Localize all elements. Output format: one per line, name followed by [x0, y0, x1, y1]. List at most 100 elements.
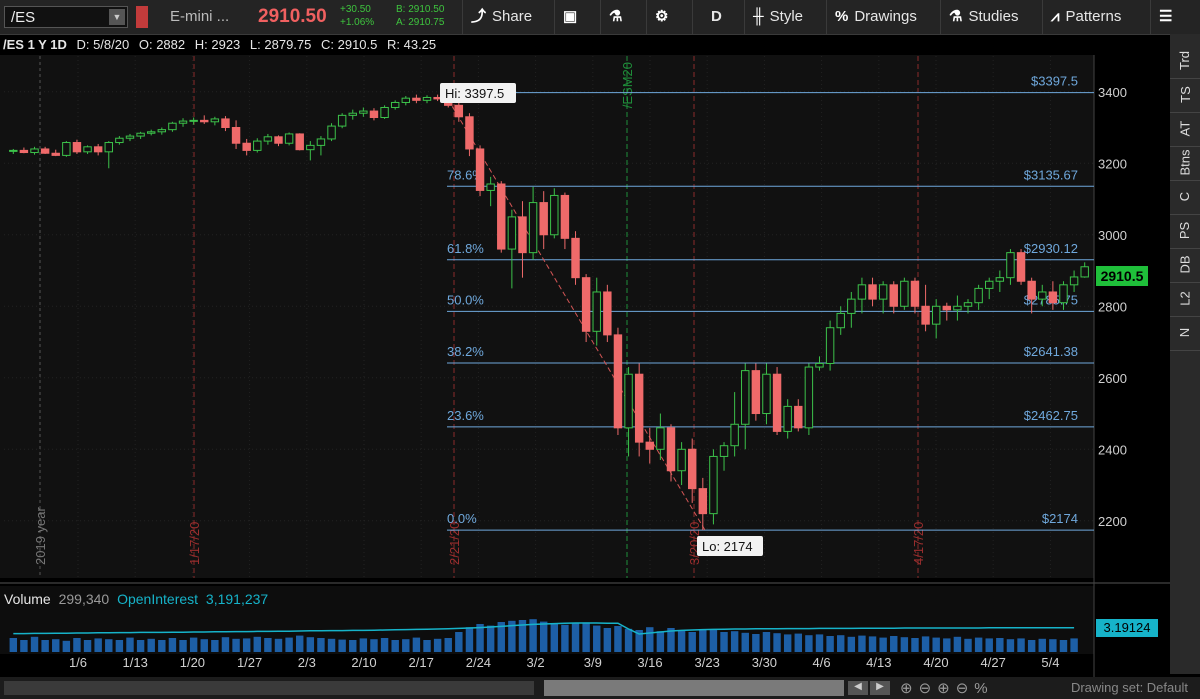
sidebar-item-ps[interactable]: PS	[1170, 212, 1200, 249]
candle-body	[1006, 252, 1015, 279]
patterns-button[interactable]: ⩘ Patterns	[1042, 0, 1150, 34]
studies-button[interactable]: ⚗ Studies	[940, 0, 1042, 34]
volume-bar	[730, 631, 739, 652]
link-color-flag[interactable]	[136, 6, 148, 28]
candle-body	[985, 280, 994, 289]
fib-percent-label: 61.8%	[447, 241, 484, 256]
volume-bar	[62, 640, 71, 652]
scroll-left-arrow-icon[interactable]: ◀	[848, 681, 868, 695]
volume-bar	[688, 632, 696, 652]
volume-bar	[943, 638, 951, 652]
share-button[interactable]: ⤴ Share	[462, 0, 554, 34]
candle-body	[327, 125, 336, 140]
volume-bar	[635, 630, 643, 652]
x-tick-label: 3/30	[752, 655, 777, 670]
style-button[interactable]: ╫ Style	[744, 0, 826, 34]
scroll-track-left[interactable]	[4, 681, 534, 695]
x-tick-label: 2/17	[409, 655, 434, 670]
drawing-set-status[interactable]: Drawing set: Default	[1070, 680, 1188, 695]
percent-icon: %	[835, 8, 849, 25]
volume-bar	[900, 637, 909, 652]
candle-body	[189, 119, 198, 122]
volume-bar	[327, 638, 336, 652]
candle-body	[677, 448, 686, 472]
candle-body	[337, 114, 347, 127]
volume-bar	[932, 637, 940, 652]
x-tick-label: 4/6	[813, 655, 831, 670]
volume-bar	[200, 639, 208, 652]
last-price-tag: 2910.5	[1096, 266, 1148, 286]
drawings-button[interactable]: % Drawings	[826, 0, 940, 34]
candle-body	[741, 370, 750, 425]
flask-button[interactable]: ⚗	[600, 0, 646, 34]
volume-bar	[752, 634, 760, 652]
sidebar-item-db[interactable]: DB	[1170, 246, 1200, 283]
candle-body	[115, 137, 124, 144]
sidebar-item-n[interactable]: N	[1170, 314, 1200, 351]
volume-bar	[953, 636, 962, 652]
scroll-right-arrow-icon[interactable]: ▶	[870, 681, 890, 695]
volume-bar	[783, 634, 792, 652]
sidebar-item-l2[interactable]: L2	[1170, 280, 1200, 317]
x-tick-label: 5/4	[1041, 655, 1059, 670]
candle-body	[942, 305, 952, 311]
sidebar-item-btns[interactable]: Btns	[1170, 144, 1200, 181]
price-axis-bg	[1094, 55, 1170, 578]
candle-body	[963, 302, 973, 307]
candle-body	[51, 152, 60, 156]
symbol-input[interactable]: /ES ▼	[4, 6, 128, 28]
volume-bar	[433, 638, 442, 652]
period-button[interactable]: D	[692, 0, 744, 34]
flask-icon: ⚗	[609, 8, 623, 25]
volume-bar	[168, 638, 177, 652]
change-percent: +1.06%	[340, 17, 375, 28]
volume-bar	[837, 635, 845, 652]
volume-header: Volume 299,340 OpenInterest 3,191,237	[0, 589, 268, 609]
fib-price-label: $2641.38	[1024, 344, 1078, 359]
volume-bar	[593, 625, 601, 652]
sidebar-item-label: Btns	[1177, 148, 1193, 176]
candle-body	[136, 132, 145, 137]
volume-bar	[964, 638, 972, 652]
volume-bar	[773, 633, 781, 652]
candle-body	[953, 305, 962, 311]
volume-bar	[1038, 638, 1046, 652]
candle-body	[40, 148, 50, 154]
candle-body	[242, 142, 251, 151]
volume-bar	[720, 632, 728, 652]
price-chart[interactable]: 1/6 1/13 1/20 1/27 2/3 2/10 2/17 2/24 3/2 3/9 3/16…	[0, 0, 1170, 677]
snapshot-button[interactable]: ▣	[554, 0, 600, 34]
volume-bar	[879, 637, 887, 652]
settings-button[interactable]: ⚙	[646, 0, 692, 34]
zoom-controls[interactable]: ⊕⊖⊕⊖%	[900, 680, 994, 697]
chevron-down-icon[interactable]: ▼	[109, 9, 125, 25]
volume-bar	[115, 640, 124, 652]
volume-bar	[158, 640, 166, 652]
volume-bar	[518, 620, 527, 652]
sidebar-item-trd[interactable]: Trd	[1170, 42, 1200, 79]
candle-body	[200, 119, 209, 123]
candle-body	[645, 441, 654, 450]
period-label: D	[711, 8, 722, 25]
candle-body	[306, 144, 315, 151]
volume-bar	[614, 626, 622, 652]
sidebar-item-c[interactable]: C	[1170, 178, 1200, 215]
volume-bar	[497, 622, 505, 652]
sidebar-item-label: AT	[1177, 120, 1193, 136]
volume-bar	[486, 625, 495, 652]
sidebar-item-ts[interactable]: TS	[1170, 76, 1200, 113]
volume-bar	[1070, 638, 1078, 652]
candle-body	[1016, 252, 1026, 282]
candle-icon: ╫	[753, 8, 764, 25]
menu-button[interactable]: ☰	[1150, 0, 1200, 34]
candle-body	[125, 135, 135, 139]
candle-body	[613, 334, 623, 429]
sidebar-item-at[interactable]: AT	[1170, 110, 1200, 147]
scroll-thumb[interactable]	[544, 680, 844, 696]
candle-body	[603, 291, 612, 336]
volume-bar	[30, 636, 39, 652]
candle-body	[284, 133, 294, 144]
x-tick-label: 4/13	[866, 655, 891, 670]
horizontal-scrollbar[interactable]: ◀ ▶ ⊕⊖⊕⊖%	[0, 677, 1200, 699]
x-tick-label: 3/16	[637, 655, 662, 670]
